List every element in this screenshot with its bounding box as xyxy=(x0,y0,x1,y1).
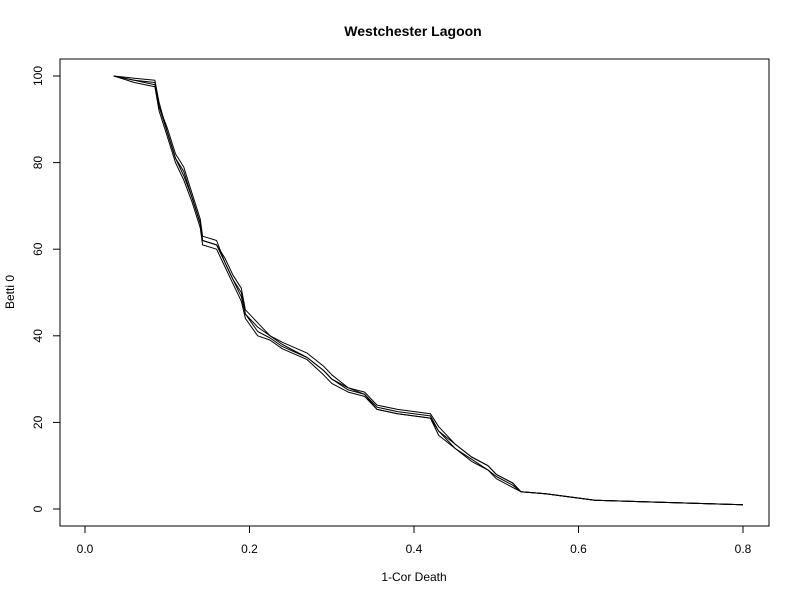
x-tick-label: 0.8 xyxy=(735,542,752,556)
y-tick-label: 0 xyxy=(31,505,45,512)
x-tick-label: 0.2 xyxy=(241,542,258,556)
series-line-1 xyxy=(113,75,744,506)
y-tick-label: 20 xyxy=(31,415,45,429)
y-axis: 0 20 40 60 80 100 xyxy=(31,66,61,512)
x-axis-label: 1-Cor Death xyxy=(381,570,446,584)
x-tick-label: 0.6 xyxy=(570,542,587,556)
x-tick-label: 0.0 xyxy=(77,542,94,556)
x-tick-label: 0.4 xyxy=(406,542,423,556)
y-axis-label: Betti 0 xyxy=(3,275,17,309)
y-tick-label: 60 xyxy=(31,242,45,256)
series-line-2 xyxy=(113,75,744,506)
series-line-3 xyxy=(113,75,744,506)
y-tick-label: 100 xyxy=(31,66,45,86)
chart-title: Westchester Lagoon xyxy=(344,23,481,39)
x-axis: 0.0 0.2 0.4 0.6 0.8 xyxy=(77,525,752,556)
series-line-4 xyxy=(113,75,744,506)
y-tick-label: 80 xyxy=(31,156,45,170)
y-tick-label: 40 xyxy=(31,329,45,343)
series-layer xyxy=(113,75,744,506)
